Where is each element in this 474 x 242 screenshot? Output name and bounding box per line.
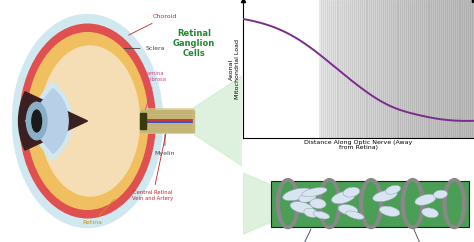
Ellipse shape xyxy=(276,179,300,228)
Ellipse shape xyxy=(406,182,419,225)
Ellipse shape xyxy=(379,206,400,216)
Ellipse shape xyxy=(313,211,329,219)
Ellipse shape xyxy=(304,208,318,217)
Ellipse shape xyxy=(12,15,163,227)
Ellipse shape xyxy=(373,190,397,202)
Text: Sclera: Sclera xyxy=(124,46,165,51)
Polygon shape xyxy=(139,113,146,129)
Y-axis label: Axonal
Mitochondrial Load: Axonal Mitochondrial Load xyxy=(229,39,240,99)
Ellipse shape xyxy=(32,110,42,132)
Ellipse shape xyxy=(422,208,438,218)
Ellipse shape xyxy=(338,204,358,215)
Text: Vitreous: Vitreous xyxy=(48,119,74,123)
Ellipse shape xyxy=(27,102,47,140)
Ellipse shape xyxy=(360,179,383,228)
FancyBboxPatch shape xyxy=(271,181,469,227)
Ellipse shape xyxy=(27,33,148,209)
Wedge shape xyxy=(23,81,72,161)
Ellipse shape xyxy=(40,46,139,196)
Ellipse shape xyxy=(318,179,341,228)
Ellipse shape xyxy=(290,202,313,213)
Polygon shape xyxy=(146,108,194,134)
Ellipse shape xyxy=(434,190,447,199)
Wedge shape xyxy=(18,92,88,150)
Ellipse shape xyxy=(364,182,378,225)
Polygon shape xyxy=(194,73,247,169)
Ellipse shape xyxy=(443,179,466,228)
Text: Choroid: Choroid xyxy=(129,15,177,35)
Ellipse shape xyxy=(20,24,155,218)
Text: Lamina
Cribrosa: Lamina Cribrosa xyxy=(143,71,166,118)
Ellipse shape xyxy=(322,182,337,225)
Ellipse shape xyxy=(415,194,436,205)
Ellipse shape xyxy=(331,191,355,204)
Polygon shape xyxy=(139,110,194,132)
Ellipse shape xyxy=(283,188,311,201)
Ellipse shape xyxy=(310,199,326,209)
Text: Retina: Retina xyxy=(82,199,115,225)
X-axis label: Distance Along Optic Nerve (Away
from Retina): Distance Along Optic Nerve (Away from Re… xyxy=(304,140,412,151)
Text: Retinal
Ganglion
Cells: Retinal Ganglion Cells xyxy=(173,29,215,59)
Ellipse shape xyxy=(299,193,316,202)
Ellipse shape xyxy=(401,179,424,228)
Text: Myelin: Myelin xyxy=(155,135,175,156)
Ellipse shape xyxy=(302,188,327,197)
Ellipse shape xyxy=(343,187,360,197)
Ellipse shape xyxy=(385,185,401,194)
Text: Myelin: Myelin xyxy=(413,229,433,242)
Ellipse shape xyxy=(281,182,295,225)
Ellipse shape xyxy=(447,182,461,225)
Text: Mitochondria: Mitochondria xyxy=(277,229,324,242)
Wedge shape xyxy=(26,89,68,153)
Ellipse shape xyxy=(346,211,364,219)
Polygon shape xyxy=(243,173,275,234)
Text: Central Retinal
Vein and Artery: Central Retinal Vein and Artery xyxy=(132,124,173,201)
